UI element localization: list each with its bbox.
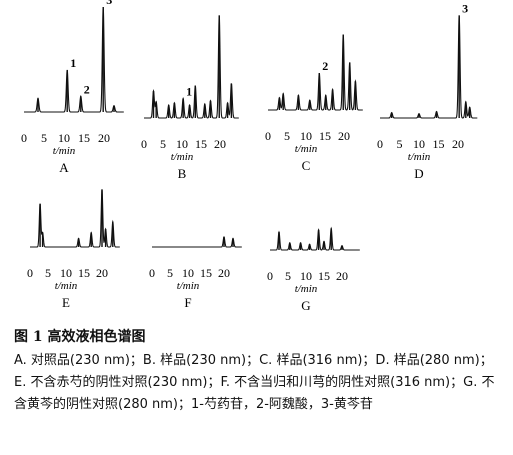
peak-label-3: 3: [462, 1, 468, 15]
chromatogram-trace: [270, 226, 360, 251]
x-tick-label: 20: [218, 266, 230, 280]
chromatogram-panel-c: 0 5 10 15 20 t/min C 2: [265, 34, 363, 173]
chromatogram-panel-a: 0 5 10 15 20 t/min A 12 3: [21, 0, 124, 175]
x-tick-label: 15: [318, 269, 330, 283]
x-tick-label: 5: [45, 266, 51, 280]
x-axis-label: t/min: [53, 145, 76, 157]
x-tick-label: 10: [60, 266, 72, 280]
chromatogram-panel-e: 0 5 10 15 20 t/min E: [27, 189, 120, 310]
figure-title: 图 1 高效液相色谱图: [14, 329, 146, 345]
chromatogram-trace: [380, 15, 478, 119]
x-axis-label: t/min: [295, 283, 318, 295]
chromatogram-trace: [24, 6, 124, 113]
peak-label-1: 1: [70, 56, 76, 70]
x-tick-label: 20: [98, 131, 110, 145]
x-tick-label: 20: [452, 137, 464, 151]
x-tick-label: 0: [267, 269, 273, 283]
x-tick-label: 5: [285, 269, 291, 283]
x-axis-label: t/min: [171, 151, 194, 163]
x-tick-label: 15: [200, 266, 212, 280]
x-tick-label: 0: [265, 129, 271, 143]
x-tick-label: 15: [319, 129, 331, 143]
peak-label-2: 2: [322, 59, 328, 73]
x-tick-label: 10: [176, 137, 188, 151]
x-tick-label: 10: [300, 269, 312, 283]
chromatogram-panel-d: 0 5 10 15 20 t/min D 3: [377, 1, 478, 181]
chromatogram-trace: [30, 189, 120, 248]
x-tick-label: 15: [433, 137, 445, 151]
x-tick-label: 5: [397, 137, 403, 151]
x-tick-label: 0: [149, 266, 155, 280]
peak-label-2: 2: [84, 82, 90, 96]
x-axis-label: t/min: [295, 143, 318, 155]
x-axis-label: t/min: [177, 280, 200, 292]
x-tick-label: 20: [338, 129, 350, 143]
peak-label-3: 3: [106, 0, 112, 7]
x-axis-label: t/min: [55, 280, 78, 292]
panel-label: C: [302, 158, 311, 173]
x-tick-label: 20: [214, 137, 226, 151]
x-tick-label: 15: [78, 131, 90, 145]
x-tick-label: 10: [413, 137, 425, 151]
chromatogram-panel-f: 0 5 10 15 20 t/min F: [149, 235, 242, 310]
chromatogram-panel-b: 0 5 10 15 20 t/min B 1: [141, 15, 239, 181]
x-tick-label: 0: [141, 137, 147, 151]
chromatogram-trace: [144, 15, 239, 119]
x-tick-label: 10: [182, 266, 194, 280]
x-axis-label: t/min: [408, 151, 431, 163]
x-tick-label: 10: [58, 131, 70, 145]
x-tick-label: 15: [78, 266, 90, 280]
figure-caption: 图 1 高效液相色谱图 A. 对照品(230 nm)；B. 样品(230 nm)…: [14, 326, 498, 416]
figure-legend: A. 对照品(230 nm)；B. 样品(230 nm)；C. 样品(316 n…: [14, 353, 495, 412]
x-tick-label: 0: [21, 131, 27, 145]
chromatogram-panel-g: 0 5 10 15 20 t/min G: [267, 226, 360, 313]
x-tick-label: 0: [377, 137, 383, 151]
x-tick-label: 5: [160, 137, 166, 151]
panel-label: A: [59, 160, 69, 175]
x-tick-label: 5: [41, 131, 47, 145]
panel-label: D: [414, 166, 423, 181]
x-tick-label: 5: [167, 266, 173, 280]
chromatogram-trace: [268, 34, 363, 111]
x-tick-label: 5: [284, 129, 290, 143]
x-tick-label: 20: [96, 266, 108, 280]
panel-label: F: [184, 295, 191, 310]
panel-label: G: [301, 298, 310, 313]
x-tick-label: 0: [27, 266, 33, 280]
x-tick-label: 20: [336, 269, 348, 283]
panel-label: B: [178, 166, 187, 181]
chromatogram-trace: [152, 235, 242, 248]
x-tick-label: 10: [300, 129, 312, 143]
panel-label: E: [62, 295, 70, 310]
x-tick-label: 15: [195, 137, 207, 151]
peak-label-1: 1: [186, 85, 192, 99]
